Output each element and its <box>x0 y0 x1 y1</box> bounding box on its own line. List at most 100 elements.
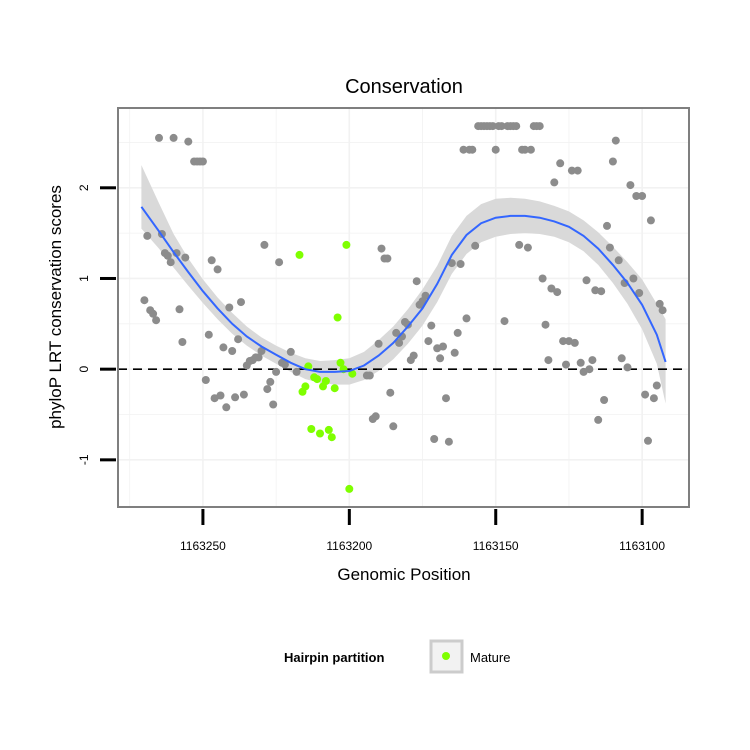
data-point-other <box>152 316 161 325</box>
data-point-other <box>512 122 521 131</box>
data-point-other <box>600 396 609 404</box>
data-point-mature <box>321 377 330 385</box>
data-point-other <box>181 253 190 262</box>
data-point-other <box>594 415 603 424</box>
data-point-other <box>430 435 439 443</box>
data-point-other <box>608 157 617 166</box>
data-point-other <box>149 309 158 318</box>
data-point-other <box>427 321 436 330</box>
data-point-other <box>544 356 553 365</box>
data-point-mature <box>313 375 322 384</box>
data-point-other <box>439 342 447 351</box>
data-point-other <box>521 145 529 154</box>
data-point-mature <box>348 369 357 378</box>
legend: Hairpin partition Mature <box>284 639 510 674</box>
data-point-other <box>231 393 240 402</box>
data-point-other <box>216 391 225 400</box>
data-point-other <box>646 216 655 225</box>
data-point-other <box>538 274 547 283</box>
data-point-other <box>225 303 234 312</box>
data-point-other <box>567 166 576 175</box>
data-point-other <box>280 360 289 369</box>
data-point-mature <box>345 484 354 493</box>
data-point-mature <box>307 425 316 433</box>
data-point-other <box>658 306 667 315</box>
data-point-other <box>500 317 509 326</box>
confidence-ribbon <box>141 165 666 404</box>
data-point-mature <box>336 358 345 367</box>
data-point-other <box>623 363 632 372</box>
data-point-other <box>163 251 172 260</box>
data-point-other <box>383 254 392 263</box>
data-point-other <box>377 244 386 253</box>
data-point-mature <box>301 382 310 391</box>
data-point-other <box>198 157 207 166</box>
data-point-other <box>169 133 178 142</box>
data-point-other <box>626 181 635 190</box>
data-point-other <box>515 240 524 249</box>
x-tick-label: 1163150 <box>473 539 519 553</box>
chart-title: Conservation <box>345 76 463 98</box>
data-point-other <box>573 166 582 175</box>
data-point-other <box>641 390 650 399</box>
x-axis-title: Genomic Position <box>337 565 470 584</box>
x-tick-label: 1163100 <box>619 539 665 553</box>
smooth-line <box>140 206 667 373</box>
data-point-other <box>421 291 430 300</box>
data-point-other <box>365 371 374 380</box>
data-point-other <box>395 338 404 347</box>
data-point-other <box>585 365 594 374</box>
y-tick-label: 1 <box>77 275 91 282</box>
y-axis-title: phyloP LRT conservation scores <box>46 185 65 429</box>
data-point-other <box>436 354 445 363</box>
data-point-other <box>239 390 248 399</box>
data-point-mature <box>295 250 304 259</box>
data-point-other <box>632 192 641 200</box>
plot-border <box>117 107 690 508</box>
loess-fit-line <box>140 206 667 373</box>
data-point-other <box>286 347 295 356</box>
y-tick-label: -1 <box>77 454 91 465</box>
data-point-other <box>442 394 450 403</box>
data-point-other <box>526 145 535 154</box>
data-point-mature <box>327 433 336 442</box>
data-point-mature <box>316 429 324 438</box>
y-axis-ticks: -1 0 1 2 <box>77 184 116 465</box>
legend-mature-swatch <box>442 652 450 660</box>
legend-title: Hairpin partition <box>284 650 384 665</box>
data-point-other <box>371 412 380 421</box>
data-point-other <box>471 241 480 250</box>
x-tick-label: 1163250 <box>180 539 226 553</box>
data-point-other <box>269 400 278 409</box>
data-point-other <box>424 337 433 346</box>
data-point-other <box>254 353 263 362</box>
data-point-other <box>629 274 638 283</box>
data-point-other <box>603 221 611 230</box>
data-point-other <box>178 338 187 346</box>
data-point-other <box>292 367 301 376</box>
data-point-other <box>444 437 453 446</box>
data-point-other <box>266 377 275 386</box>
data-point-other <box>605 243 614 252</box>
data-point-other <box>591 286 600 295</box>
x-tick-label: 1163200 <box>326 539 372 553</box>
data-point-other <box>260 240 269 249</box>
data-point-other <box>237 298 245 307</box>
data-point-other <box>535 122 544 131</box>
data-point-other <box>275 258 284 267</box>
data-point-other <box>491 145 500 154</box>
data-point-other <box>184 137 193 146</box>
data-point-other <box>644 436 652 445</box>
data-point-other <box>559 337 568 346</box>
data-point-other <box>222 403 231 412</box>
data-point-other <box>166 258 175 267</box>
data-point-other <box>488 122 497 131</box>
data-point-other <box>389 422 398 431</box>
data-point-other <box>611 136 620 145</box>
data-point-other <box>468 145 477 154</box>
data-point-other <box>550 178 559 187</box>
data-point-other <box>204 330 213 339</box>
data-point-mature <box>333 313 342 322</box>
data-point-other <box>234 335 243 344</box>
